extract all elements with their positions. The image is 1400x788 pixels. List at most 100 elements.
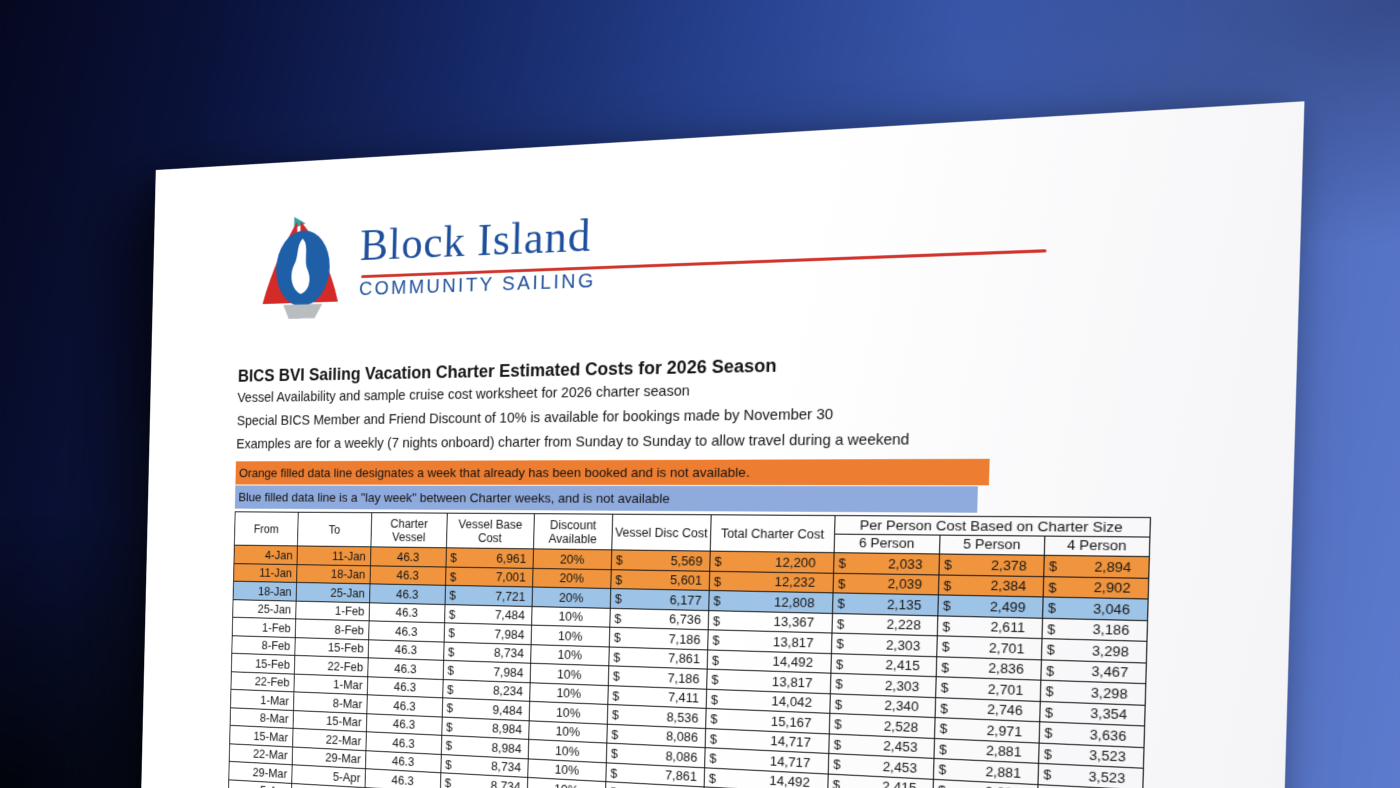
amount: 2,415 [885, 657, 920, 674]
amount: 2,039 [887, 576, 923, 593]
amount: 2,033 [887, 555, 923, 572]
charter-cost-table: From To Charter Vessel Vessel Base Cost … [228, 511, 1151, 788]
currency-symbol: $ [713, 592, 721, 609]
currency-symbol: $ [448, 606, 456, 622]
currency-symbol: $ [832, 776, 841, 788]
currency-symbol: $ [1045, 662, 1055, 679]
currency-symbol: $ [445, 719, 453, 734]
header-vessel-disc-cost: Vessel Disc Cost [611, 514, 712, 552]
currency-symbol: $ [614, 590, 622, 606]
currency-symbol: $ [610, 784, 617, 788]
currency-symbol: $ [710, 691, 719, 707]
amount: 8,086 [665, 728, 699, 746]
currency-symbol: $ [943, 556, 953, 573]
amount: 5,569 [670, 552, 703, 569]
legend-lay-week: Blue filled data line is a "lay week" be… [234, 485, 978, 513]
amount: 2,701 [987, 680, 1024, 699]
currency-symbol: $ [940, 679, 949, 696]
cell-from: 25-Jan [232, 599, 297, 620]
amount: 2,746 [986, 701, 1023, 719]
legend-booked-week: Orange filled data line designates a wee… [235, 458, 990, 486]
cell-4-person-cost: $3,046 [1042, 597, 1149, 621]
amount: 2,135 [886, 596, 922, 613]
currency-symbol: $ [939, 720, 948, 737]
cell-discount-available: 10% [531, 625, 610, 647]
currency-symbol: $ [1047, 599, 1057, 616]
cell-vessel-disc-cost: $6,736 [609, 607, 709, 630]
amount: 6,736 [668, 611, 702, 628]
subtitle-line-1: Vessel Availability and sample cruise co… [237, 383, 690, 406]
header-from: From [234, 511, 299, 547]
currency-symbol: $ [612, 668, 621, 684]
amount: 2,701 [988, 639, 1025, 657]
cell-from: 1-Feb [232, 617, 296, 638]
currency-symbol: $ [448, 625, 456, 640]
subtitle-line-3: Examples are for a weekly (7 nights onbo… [236, 431, 910, 453]
cell-to: 1-Feb [295, 600, 370, 621]
header-5-person: 5 Person [939, 535, 1045, 556]
amount: 8,734 [493, 645, 525, 661]
amount: 2,340 [884, 697, 919, 715]
amount: 8,734 [490, 758, 522, 775]
cell-charter-vessel: 46.3 [369, 602, 446, 623]
amount: 7,411 [667, 689, 700, 706]
currency-symbol: $ [615, 552, 623, 568]
document-page: Block Island COMMUNITY SAILING BICS BVI … [134, 101, 1305, 788]
amount: 7,186 [667, 670, 700, 687]
cell-vessel-base-cost: $7,721 [445, 585, 533, 607]
currency-symbol: $ [449, 587, 457, 603]
amount: 2,836 [988, 660, 1025, 678]
cell-vessel-base-cost: $7,001 [445, 566, 534, 588]
logo-text: Block Island COMMUNITY SAILING [358, 201, 1047, 328]
currency-symbol: $ [712, 612, 721, 628]
amount: 3,298 [1090, 684, 1128, 702]
currency-symbol: $ [1043, 766, 1052, 783]
cell-5-person-cost: $2,384 [938, 574, 1044, 598]
currency-symbol: $ [611, 726, 619, 742]
currency-symbol: $ [941, 638, 950, 655]
amount: 2,528 [883, 717, 919, 736]
currency-symbol: $ [833, 736, 842, 752]
currency-symbol: $ [1044, 703, 1054, 720]
cell-4-person-cost: $2,894 [1043, 555, 1150, 578]
currency-symbol: $ [610, 745, 619, 761]
header-vessel-base-cost: Vessel Base Cost [446, 513, 535, 549]
amount: 6,961 [496, 550, 527, 566]
currency-symbol: $ [837, 595, 846, 612]
header-discount-available: Discount Available [533, 513, 613, 550]
cell-from: 8-Feb [231, 635, 296, 656]
cell-charter-vessel: 46.3 [368, 639, 445, 661]
amount: 12,200 [774, 554, 816, 571]
currency-symbol: $ [942, 597, 951, 614]
cell-total-charter-cost: $12,232 [709, 570, 834, 593]
currency-symbol: $ [615, 571, 623, 587]
currency-symbol: $ [444, 775, 452, 788]
amount: 3,046 [1092, 600, 1131, 618]
cell-vessel-base-cost: $6,961 [445, 547, 534, 569]
cell-vessel-disc-cost: $5,601 [610, 569, 710, 591]
amount: 2,384 [990, 577, 1027, 595]
currency-symbol: $ [940, 699, 949, 716]
currency-symbol: $ [1045, 682, 1054, 700]
cell-charter-vessel: 46.3 [370, 546, 447, 567]
currency-symbol: $ [938, 740, 948, 757]
cell-from: 15-Feb [231, 653, 295, 674]
header-6-person: 6 Person [834, 534, 941, 555]
header-4-person: 4 Person [1044, 536, 1150, 557]
amount: 7,984 [494, 626, 525, 642]
amount: 2,499 [989, 598, 1026, 616]
currency-symbol: $ [1048, 557, 1058, 575]
header-charter-vessel: Charter Vessel [370, 512, 448, 548]
amount: 8,984 [491, 721, 523, 737]
cell-from: 18-Jan [233, 581, 297, 601]
cell-6-person-cost: $2,135 [832, 592, 939, 616]
currency-symbol: $ [834, 715, 842, 732]
currency-symbol: $ [447, 662, 455, 678]
amount: 8,536 [666, 709, 699, 726]
amount: 2,303 [885, 636, 921, 654]
amount: 2,378 [990, 557, 1027, 574]
cell-vessel-base-cost: $7,484 [444, 604, 533, 626]
amount: 13,367 [773, 614, 815, 631]
amount: 7,186 [668, 631, 701, 648]
amount: 2,902 [1093, 579, 1131, 597]
